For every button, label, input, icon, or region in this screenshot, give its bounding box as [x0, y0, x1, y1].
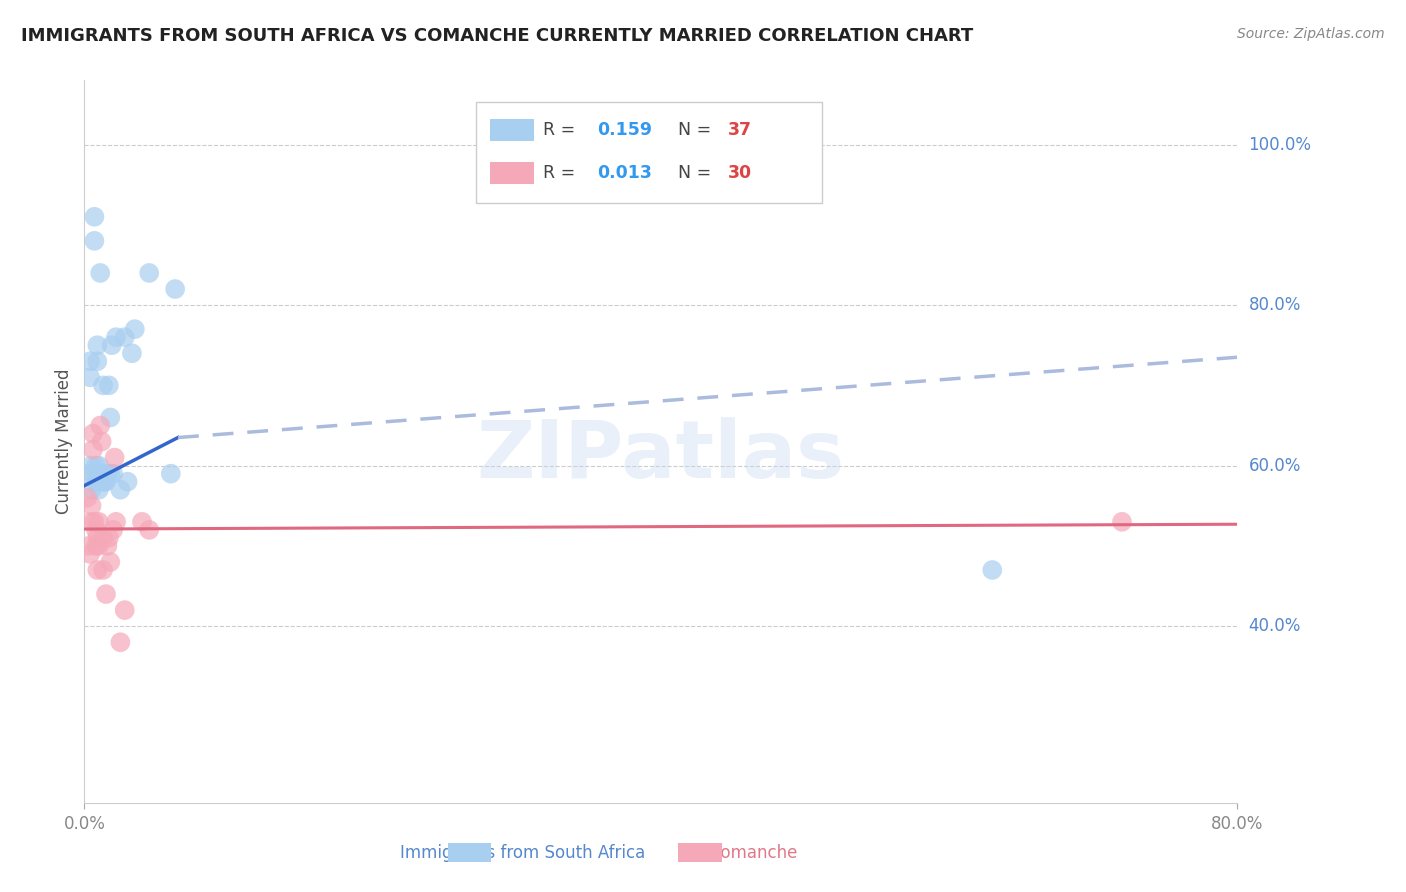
Text: Comanche: Comanche	[709, 845, 797, 863]
Point	[117, 475, 139, 489]
Point	[93, 475, 115, 489]
Point	[103, 523, 124, 537]
Point	[131, 515, 153, 529]
Point	[98, 410, 121, 425]
Text: N =: N =	[678, 164, 717, 182]
Point	[79, 354, 101, 368]
Point	[165, 282, 187, 296]
Text: Source: ZipAtlas.com: Source: ZipAtlas.com	[1237, 27, 1385, 41]
Point	[96, 539, 118, 553]
Point	[83, 210, 105, 224]
Point	[91, 475, 114, 489]
Point	[83, 515, 105, 529]
Point	[105, 330, 128, 344]
Point	[82, 426, 104, 441]
Point	[86, 563, 108, 577]
Point	[100, 338, 122, 352]
Point	[77, 539, 100, 553]
Point	[94, 587, 117, 601]
Text: 30: 30	[728, 164, 752, 182]
Point	[84, 539, 107, 553]
Point	[82, 442, 104, 457]
Point	[84, 458, 107, 473]
Point	[104, 450, 127, 465]
Text: 60.0%: 60.0%	[1249, 457, 1301, 475]
Y-axis label: Currently Married: Currently Married	[55, 368, 73, 515]
Text: 0.013: 0.013	[598, 164, 652, 182]
Text: IMMIGRANTS FROM SOUTH AFRICA VS COMANCHE CURRENTLY MARRIED CORRELATION CHART: IMMIGRANTS FROM SOUTH AFRICA VS COMANCHE…	[21, 27, 973, 45]
Point	[87, 515, 110, 529]
Point	[124, 322, 146, 336]
Point	[80, 483, 103, 497]
Point	[138, 266, 160, 280]
Point	[138, 523, 160, 537]
Point	[83, 234, 105, 248]
Text: R =: R =	[543, 164, 581, 182]
Point	[114, 603, 136, 617]
Point	[86, 338, 108, 352]
Point	[1111, 515, 1133, 529]
FancyBboxPatch shape	[491, 162, 534, 184]
Text: 80.0%: 80.0%	[1249, 296, 1301, 314]
Point	[110, 635, 132, 649]
Text: 0.159: 0.159	[598, 121, 652, 139]
Text: ZIPatlas: ZIPatlas	[477, 417, 845, 495]
Point	[89, 266, 111, 280]
Point	[87, 458, 110, 473]
Point	[97, 378, 120, 392]
Point	[91, 563, 114, 577]
Point	[80, 458, 103, 473]
Point	[79, 547, 101, 561]
Point	[94, 475, 117, 489]
Point	[79, 370, 101, 384]
FancyBboxPatch shape	[678, 843, 721, 862]
Point	[121, 346, 143, 360]
Point	[86, 354, 108, 368]
Point	[86, 531, 108, 545]
Point	[80, 499, 103, 513]
Point	[110, 483, 132, 497]
Point	[84, 475, 107, 489]
Text: 40.0%: 40.0%	[1249, 617, 1301, 635]
Point	[80, 515, 103, 529]
Text: 100.0%: 100.0%	[1249, 136, 1312, 153]
Point	[87, 483, 110, 497]
Point	[105, 515, 128, 529]
Text: R =: R =	[543, 121, 581, 139]
Point	[89, 418, 111, 433]
Point	[87, 475, 110, 489]
Point	[98, 555, 121, 569]
Point	[76, 491, 98, 505]
FancyBboxPatch shape	[491, 120, 534, 141]
Point	[981, 563, 1004, 577]
Point	[87, 539, 110, 553]
Point	[91, 531, 114, 545]
Text: Immigrants from South Africa: Immigrants from South Africa	[399, 845, 645, 863]
Point	[97, 531, 120, 545]
Text: 37: 37	[728, 121, 752, 139]
Point	[90, 467, 112, 481]
Point	[91, 378, 114, 392]
Point	[103, 467, 124, 481]
Point	[114, 330, 136, 344]
FancyBboxPatch shape	[477, 102, 823, 203]
Point	[82, 467, 104, 481]
FancyBboxPatch shape	[447, 843, 491, 862]
Point	[90, 434, 112, 449]
Point	[160, 467, 183, 481]
Point	[84, 523, 107, 537]
Point	[96, 467, 118, 481]
Point	[98, 467, 121, 481]
Point	[77, 467, 100, 481]
Text: N =: N =	[678, 121, 717, 139]
